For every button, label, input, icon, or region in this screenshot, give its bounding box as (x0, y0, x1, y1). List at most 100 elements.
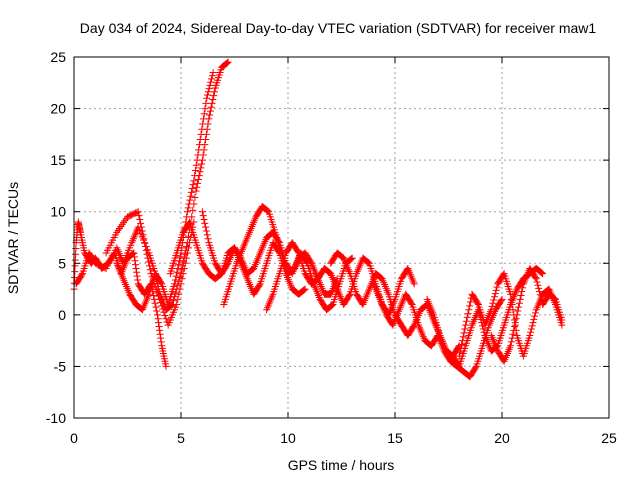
data-point (198, 160, 206, 168)
data-point (199, 212, 207, 220)
data-point (466, 298, 474, 306)
data-point (518, 288, 526, 296)
data-point (207, 103, 215, 111)
data-point (294, 248, 302, 256)
data-point (78, 271, 86, 279)
data-point (201, 219, 209, 227)
y-tick-label: 25 (50, 49, 66, 65)
data-point (153, 311, 161, 319)
data-point (201, 105, 209, 113)
data-point (196, 136, 204, 144)
data-point (170, 297, 178, 305)
data-point (208, 72, 216, 80)
data-point (183, 208, 191, 216)
y-tick-label: 0 (58, 307, 66, 323)
data-point (454, 361, 462, 369)
data-point (133, 272, 141, 280)
y-tick-label: 5 (58, 255, 66, 271)
data-point (206, 111, 214, 119)
data-point (490, 296, 498, 304)
x-tick-label: 5 (177, 430, 185, 446)
data-point (149, 292, 157, 300)
data-point (195, 146, 203, 154)
data-point (527, 325, 535, 333)
data-point (222, 59, 230, 67)
data-point (155, 322, 163, 330)
data-point (223, 59, 231, 67)
data-point (156, 326, 164, 334)
data-point (224, 58, 232, 66)
data-point (203, 91, 211, 99)
data-point (171, 276, 179, 284)
data-point (209, 96, 217, 104)
data-point (531, 309, 539, 317)
data-point (455, 352, 463, 360)
data-point (465, 306, 473, 314)
data-point (204, 88, 212, 96)
data-point (535, 284, 543, 292)
data-point (136, 215, 144, 223)
data-point (176, 253, 184, 261)
data-point (202, 99, 210, 107)
data-point (509, 330, 517, 338)
data-point (472, 364, 480, 372)
data-point (255, 281, 263, 289)
data-point (156, 295, 164, 303)
data-point (131, 257, 139, 265)
data-point (365, 259, 373, 267)
data-point (157, 334, 165, 342)
data-point (146, 266, 154, 274)
data-point (463, 313, 471, 321)
data-point (459, 333, 467, 341)
data-point (172, 272, 180, 280)
y-tick-label: 20 (50, 101, 66, 117)
x-axis-label: GPS time / hours (288, 457, 395, 473)
data-point (479, 325, 487, 333)
data-point (514, 307, 522, 315)
data-point (516, 295, 524, 303)
data-point (147, 270, 155, 278)
data-point (197, 164, 205, 172)
data-point (519, 284, 527, 292)
data-point (460, 329, 468, 337)
data-point (348, 254, 356, 262)
data-point (410, 280, 418, 288)
data-point (223, 261, 231, 269)
data-point (134, 208, 142, 216)
data-point (529, 319, 537, 327)
data-point (198, 208, 206, 216)
data-point (196, 168, 204, 176)
data-point (132, 264, 140, 272)
data-point (480, 328, 488, 336)
data-point (151, 299, 159, 307)
data-point (191, 194, 199, 202)
data-point (474, 299, 482, 307)
data-point (192, 161, 200, 169)
data-point (151, 282, 159, 290)
data-point (328, 301, 336, 309)
x-tick-label: 0 (70, 430, 78, 446)
data-point (152, 303, 160, 311)
series-sat-m (487, 264, 566, 365)
data-point (130, 249, 138, 257)
data-point (137, 223, 145, 231)
data-point (210, 88, 218, 96)
data-point (499, 271, 507, 279)
data-point (171, 280, 179, 288)
data-point (203, 94, 211, 102)
data-point (175, 290, 183, 298)
data-point (138, 227, 146, 235)
data-point (497, 297, 505, 305)
data-point (204, 235, 212, 243)
data-point (190, 177, 198, 185)
data-point (186, 196, 194, 204)
data-point (206, 81, 214, 89)
data-point (534, 281, 542, 289)
data-point (551, 295, 559, 303)
data-point (550, 294, 558, 302)
data-point (207, 75, 215, 83)
data-point (364, 258, 372, 266)
y-tick-label: -5 (54, 358, 67, 374)
data-point (141, 239, 149, 247)
x-tick-label: 20 (494, 430, 510, 446)
